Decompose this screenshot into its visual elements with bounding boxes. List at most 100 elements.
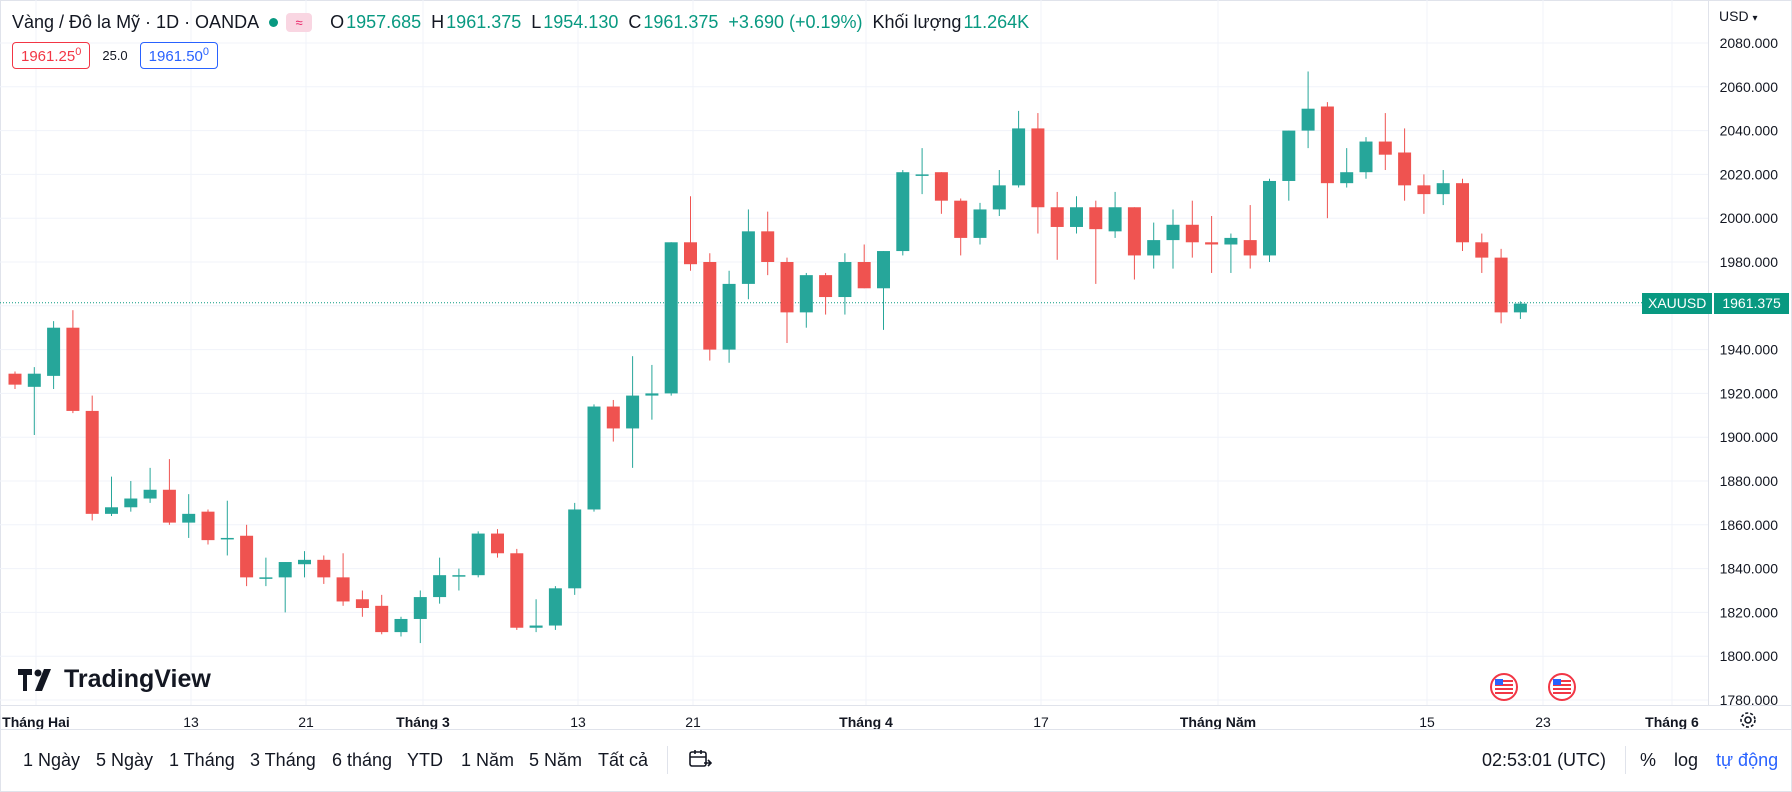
range-all-button[interactable]: Tất cả (598, 750, 649, 770)
toolbar-divider (1625, 746, 1626, 774)
candle (548, 586, 562, 630)
range-5d-button[interactable]: 5 Ngày (96, 750, 154, 770)
utc-clock[interactable]: 02:53:01 (UTC) (1482, 750, 1607, 770)
flag-stripe (1495, 692, 1513, 694)
candle-body (973, 209, 987, 238)
candle (722, 270, 736, 363)
gear-icon[interactable] (1738, 710, 1758, 735)
flag-canton (1553, 679, 1561, 685)
candle (452, 568, 466, 591)
candle (1127, 207, 1141, 280)
candle-body (1282, 130, 1296, 181)
candle-body (954, 200, 968, 238)
chevron-down-icon: ▾ (1752, 13, 1758, 24)
flag-ring (1548, 673, 1576, 701)
candle-body (1050, 207, 1064, 227)
candle (1070, 196, 1083, 234)
x-tick-label: 21 (298, 714, 314, 730)
candle (375, 594, 389, 635)
candle-body (896, 172, 910, 252)
range-1y-button[interactable]: 1 Năm (461, 750, 515, 770)
candle-body (413, 597, 427, 619)
candle-body (394, 618, 408, 633)
tradingview-logo[interactable]: TradingView (18, 665, 211, 694)
ask-price: 1961.50 (148, 48, 203, 65)
candle (877, 251, 890, 330)
branding-text: TradingView (64, 665, 211, 693)
event-flags (1490, 673, 1576, 701)
range-ytd-button[interactable]: YTD (407, 750, 443, 770)
change-value: +3.690 (+0.19%) (728, 11, 863, 32)
bid-price: 1961.25 (21, 48, 76, 65)
indicator-toggle-icon[interactable]: ≈ (286, 12, 313, 32)
candle (1185, 200, 1199, 258)
candle-body (85, 410, 99, 514)
range-3m-button[interactable]: 3 Tháng (250, 750, 316, 770)
x-tick-label: Tháng 4 (839, 714, 893, 730)
candle-body (606, 406, 620, 429)
candle-body (105, 507, 118, 514)
candle (182, 494, 196, 538)
candle (799, 272, 813, 328)
candle-body (529, 625, 543, 628)
candle (1243, 205, 1257, 269)
y-tick-label: 1800.000 (1720, 648, 1779, 664)
candle (568, 502, 582, 595)
candle (394, 616, 408, 637)
currency-selector[interactable]: USD ▾ (1719, 8, 1757, 24)
price-tag-value: 1961.375 (1714, 293, 1789, 314)
candle-body (1436, 183, 1450, 195)
candle-body (857, 262, 871, 289)
candle (471, 531, 485, 578)
candle-body (1359, 141, 1373, 173)
range-1m-button[interactable]: 1 Tháng (169, 750, 235, 770)
candle (85, 395, 99, 521)
candles (8, 71, 1527, 644)
tradingview-logo-icon (18, 668, 56, 691)
range-6m-button[interactable]: 6 tháng (332, 750, 393, 770)
candle-body (298, 559, 311, 565)
range-1d-button[interactable]: 1 Ngày (23, 750, 81, 770)
candle (645, 364, 659, 420)
candle (298, 551, 311, 578)
percent-toggle[interactable]: % (1640, 750, 1657, 770)
flag-stripe (1553, 692, 1571, 694)
candle (240, 524, 254, 587)
candle-body (27, 373, 41, 387)
flag-ring (1490, 673, 1518, 701)
y-tick-label: 1780.000 (1720, 692, 1779, 708)
ask-button[interactable]: 1961.500 (139, 42, 219, 69)
candle-body (240, 535, 254, 578)
candle (105, 476, 118, 517)
log-toggle[interactable]: log (1674, 750, 1699, 770)
bid-button[interactable]: 1961.250 (12, 42, 91, 69)
y-tick-label: 1880.000 (1720, 473, 1779, 489)
candle-body (1513, 303, 1527, 313)
range-5y-button[interactable]: 5 Năm (529, 750, 583, 770)
candle-body (780, 262, 794, 313)
candle (510, 548, 524, 630)
symbol-title[interactable]: Vàng / Đô la Mỹ · 1D · OANDA (12, 11, 260, 32)
y-tick-label: 1860.000 (1720, 517, 1779, 533)
candle (606, 399, 620, 442)
candle (1320, 102, 1334, 219)
auto-scale-toggle[interactable]: tự động (1716, 750, 1779, 770)
volume-label: Khối lượng (872, 11, 962, 32)
x-tick-label: Tháng 6 (1645, 714, 1699, 730)
candle-body (143, 489, 157, 499)
candle (433, 557, 447, 604)
us-flag-icon (1490, 673, 1518, 701)
candle-body (182, 513, 196, 523)
candle (201, 509, 215, 545)
candle (1359, 137, 1373, 179)
bottom-toolbar: 1 Ngày 5 Ngày 1 Tháng 3 Tháng 6 tháng YT… (0, 729, 1792, 792)
candle-body (877, 251, 890, 289)
candle (684, 196, 697, 271)
candle-body (1108, 207, 1122, 232)
x-tick-label: 13 (183, 714, 199, 730)
date-range-icon[interactable] (688, 748, 713, 775)
candle (162, 459, 176, 525)
x-tick-label: 23 (1535, 714, 1551, 730)
ask-small: 0 (202, 46, 210, 58)
